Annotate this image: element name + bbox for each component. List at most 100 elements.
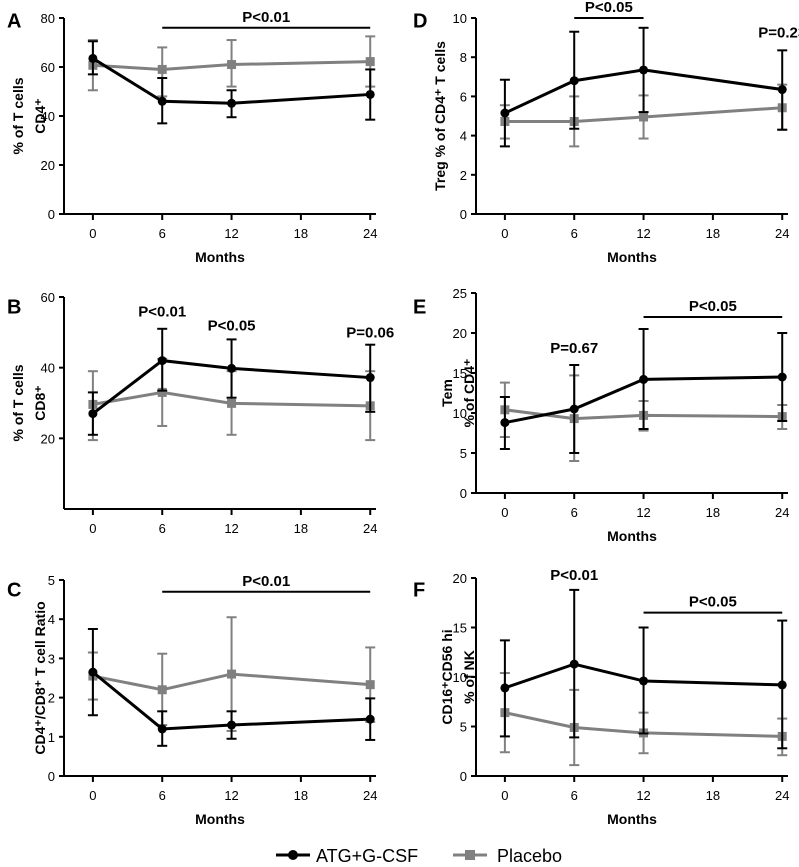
y-tick-label-c: 4 (48, 612, 55, 627)
series-line-placebo (504, 711, 783, 738)
x-tick-label-c: 6 (159, 788, 166, 803)
series-line-atg (91, 359, 371, 415)
series-line-atg (504, 68, 783, 115)
panel-b: B 20 40 60 0 6 12 18 24 CD8⁺ % of T cells P<0.01 P<0… (7, 290, 394, 536)
y-tick-label-a: 20 (41, 158, 55, 173)
y-tick-label-e: 10 (453, 406, 467, 421)
significance-label-f: P<0.01 (550, 567, 598, 584)
y-tick-label-a: 60 (41, 60, 55, 75)
x-tick-label-b: 12 (224, 521, 238, 536)
y-tick-label-b: 20 (41, 431, 55, 446)
series-line-placebo (504, 106, 783, 123)
x-tick-label-a: 12 (224, 226, 238, 241)
data-point-atg (227, 720, 237, 730)
y-axis-title-b: % of T cells (10, 364, 26, 441)
x-tick-label-f: 24 (775, 788, 789, 803)
y-tick-label-f: 5 (460, 720, 467, 735)
data-point-atg (157, 356, 167, 366)
x-axis-title-a: Months (195, 249, 245, 265)
x-tick-label-f: 6 (571, 788, 578, 803)
data-point-placebo (157, 387, 167, 397)
data-point-atg (500, 418, 510, 428)
x-tick-label-b: 6 (159, 521, 166, 536)
y-axis-title-c: CD4⁺/CD8⁺ T cell Ratio (32, 601, 48, 754)
significance-label-b: P<0.01 (138, 303, 186, 320)
x-tick-label-a: 0 (89, 226, 96, 241)
legend-marker-placebo (465, 850, 475, 860)
x-tick-label-d: 0 (501, 226, 508, 241)
data-point-atg (365, 373, 375, 383)
data-point-atg (88, 409, 98, 419)
series-atg-e (499, 328, 788, 454)
x-tick-label-c: 18 (294, 788, 308, 803)
data-point-placebo (227, 398, 237, 408)
y-axis-title-a: CD4⁺ (32, 98, 48, 133)
data-point-atg (88, 667, 98, 677)
series-placebo-a (87, 35, 376, 98)
x-tick-label-c: 0 (89, 788, 96, 803)
series-line-atg (91, 670, 371, 731)
x-tick-label-b: 0 (89, 521, 96, 536)
series-line-placebo (504, 408, 783, 421)
x-tick-label-e: 18 (706, 505, 720, 520)
data-point-atg (777, 372, 787, 382)
y-tick-label-b: 40 (41, 361, 55, 376)
x-tick-label-a: 6 (159, 226, 166, 241)
data-point-placebo (639, 112, 649, 122)
data-point-atg (500, 108, 510, 118)
y-tick-label-c: 1 (48, 730, 55, 745)
y-axis-title-b: CD8⁺ (32, 385, 48, 420)
y-tick-label-e: 0 (460, 486, 467, 501)
x-tick-label-e: 24 (775, 505, 789, 520)
x-tick-label-c: 12 (224, 788, 238, 803)
legend-marker-atg (288, 850, 298, 860)
x-tick-label-f: 12 (636, 788, 650, 803)
data-point-atg (365, 89, 375, 99)
y-tick-label-f: 0 (460, 769, 467, 784)
x-axis-title-d: Months (607, 249, 657, 265)
series-atg-b (87, 327, 376, 436)
x-tick-label-e: 0 (501, 505, 508, 520)
data-point-atg (569, 404, 579, 414)
x-tick-label-d: 18 (706, 226, 720, 241)
y-tick-label-b: 60 (41, 290, 55, 305)
y-axis-title-f: % of NK (461, 650, 477, 704)
data-point-placebo (365, 680, 375, 690)
x-tick-label-d: 6 (571, 226, 578, 241)
data-point-atg (639, 65, 649, 75)
panel-label-f: F (413, 580, 425, 602)
series-line-placebo (92, 672, 371, 692)
series-atg-d (499, 26, 788, 148)
significance-label-c: P<0.01 (242, 573, 290, 590)
y-axis-title-a: % of T cells (10, 77, 26, 154)
significance-label-b: P<0.05 (208, 318, 256, 335)
data-point-atg (500, 683, 510, 693)
x-tick-label-f: 0 (501, 788, 508, 803)
significance-label-f: P<0.05 (689, 594, 737, 611)
x-tick-label-d: 12 (636, 226, 650, 241)
series-atg-c (87, 628, 376, 747)
x-tick-label-d: 24 (775, 226, 789, 241)
data-point-atg (157, 96, 167, 106)
panel-label-c: C (7, 580, 21, 602)
legend: ATG+G-CSF Placebo (276, 846, 562, 866)
significance-label-e: P=0.67 (550, 340, 598, 357)
data-point-placebo (227, 669, 237, 679)
y-tick-label-a: 80 (41, 11, 55, 26)
panel-label-e: E (413, 297, 426, 319)
legend-label-placebo: Placebo (497, 846, 562, 866)
y-tick-label-d: 2 (460, 168, 467, 183)
x-tick-label-c: 24 (363, 788, 377, 803)
series-line-placebo (92, 390, 371, 408)
y-tick-label-e: 5 (460, 446, 467, 461)
y-axis-title-e: Tem (439, 379, 455, 407)
y-axis-title-d: Treg % of CD4⁺ T cells (432, 41, 448, 191)
y-tick-label-f: 20 (453, 571, 467, 586)
y-tick-label-c: 2 (48, 691, 55, 706)
y-tick-label-d: 6 (460, 89, 467, 104)
data-point-atg (639, 374, 649, 384)
data-point-placebo (227, 60, 237, 70)
